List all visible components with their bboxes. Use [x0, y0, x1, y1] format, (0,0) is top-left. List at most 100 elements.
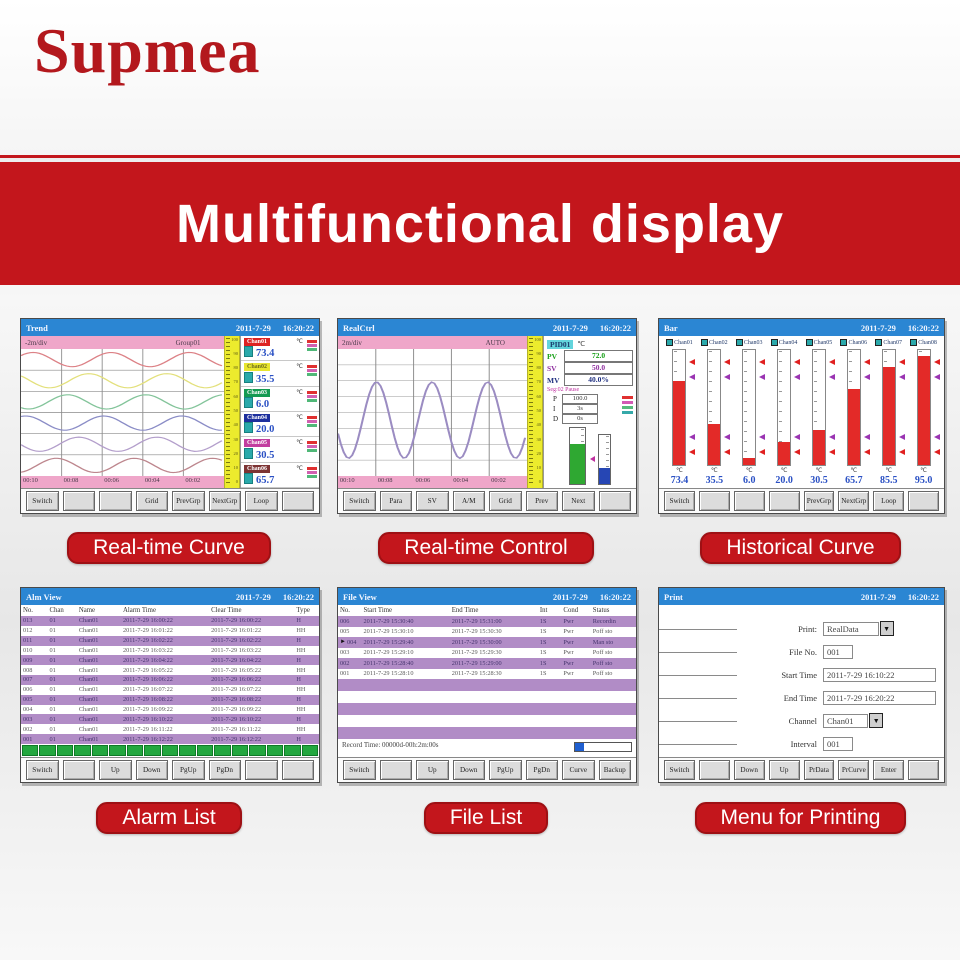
channel-unit: ℃	[296, 339, 303, 345]
print-button-switch[interactable]: Switch	[664, 760, 695, 780]
bar-channel-chan08: Chan08 ℃ 95.0	[906, 338, 941, 486]
loop-header: PID01 ℃	[547, 338, 633, 350]
print-field-end-time: End Time 2011-7-29 16:20:22	[659, 687, 944, 708]
bar-unit: ℃	[745, 468, 753, 474]
trend-button-loop[interactable]: Loop	[245, 491, 278, 511]
bar-button-prevgrp[interactable]: PrevGrp	[803, 491, 835, 511]
realctrl-button-prev[interactable]: Prev	[525, 491, 558, 511]
file-cell: 1S	[539, 659, 547, 667]
alarm-cell: 01	[49, 637, 56, 645]
alarm-cell: H	[296, 696, 301, 704]
realctrl-button-a-m[interactable]: A/M	[452, 491, 485, 511]
print-button-up[interactable]: Up	[768, 760, 800, 780]
files-button-pgup[interactable]: PgUp	[489, 760, 522, 780]
file-col-header: End Time	[451, 607, 479, 614]
files-button-up[interactable]: Up	[416, 760, 449, 780]
print-button-prdata[interactable]: PrData	[803, 760, 835, 780]
softkey-row: Switch Grid PrevGrp NextGrp Loop	[21, 488, 319, 513]
trend-button-grid[interactable]: Grid	[135, 491, 168, 511]
print-button-blank-1[interactable]	[698, 760, 730, 780]
files-button-backup[interactable]: Backup	[598, 760, 631, 780]
bar-fill	[847, 389, 860, 465]
realctrl-button-switch[interactable]: Switch	[343, 491, 376, 511]
pid-value[interactable]: 100.0	[562, 394, 598, 404]
alarm-mark-icon	[896, 434, 905, 441]
trend-button-blank-2[interactable]	[99, 491, 132, 511]
alarm-button-pgup[interactable]: PgUp	[172, 760, 205, 780]
field-value[interactable]: Chan01	[823, 713, 869, 728]
date: 2011-7-29	[860, 322, 896, 333]
files-button-curve[interactable]: Curve	[562, 760, 595, 780]
trend-button-blank-7[interactable]	[281, 491, 314, 511]
field-value[interactable]: 2011-7-29 16:10:22	[823, 667, 936, 682]
field-value[interactable]: 001	[823, 644, 853, 659]
print-button-prcurve[interactable]: PrCurve	[838, 760, 870, 780]
alarm-mini-bar	[307, 441, 317, 445]
bar-button-blank-1[interactable]	[698, 491, 730, 511]
pid-value[interactable]: 0s	[562, 414, 598, 424]
empty-stripe	[338, 715, 636, 727]
alarm-cell: 01	[49, 735, 56, 743]
bar-button-loop[interactable]: Loop	[873, 491, 905, 511]
file-cell: Pwr	[563, 617, 574, 625]
alarm-cell: Chan01	[78, 637, 99, 645]
dropdown-button[interactable]: ▼	[879, 621, 894, 636]
realctrl-button-next[interactable]: Next	[562, 491, 595, 511]
bar-channel-header: Chan01	[666, 338, 693, 347]
alarm-cell: H	[296, 735, 301, 743]
dropdown-button[interactable]: ▼	[869, 713, 884, 728]
alarm-mini-bar	[307, 474, 317, 478]
trend-button-switch[interactable]: Switch	[26, 491, 59, 511]
alarm-button-blank-6[interactable]	[245, 760, 278, 780]
alarm-button-switch[interactable]: Switch	[26, 760, 59, 780]
control-plot	[338, 349, 527, 476]
alarm-button-blank-1[interactable]	[62, 760, 95, 780]
time: 16:20:22	[282, 591, 314, 602]
print-button-down[interactable]: Down	[733, 760, 765, 780]
bar-button-nextgrp[interactable]: NextGrp	[838, 491, 870, 511]
channel-value: 73.4	[256, 348, 275, 360]
field-label: Channel	[788, 715, 817, 726]
trend-button-nextgrp[interactable]: NextGrp	[208, 491, 241, 511]
leader-line	[659, 651, 737, 653]
bar-button-blank-7[interactable]	[908, 491, 939, 511]
alarm-cell: 2011-7-29 16:07:22	[122, 686, 173, 694]
print-button-enter[interactable]: Enter	[873, 760, 905, 780]
files-button-down[interactable]: Down	[452, 760, 485, 780]
green-block	[74, 745, 91, 756]
green-block	[39, 745, 56, 756]
bar-button-blank-2[interactable]	[733, 491, 765, 511]
alarm-cell: 01	[49, 666, 56, 674]
pid-value[interactable]: 3s	[562, 404, 598, 414]
print-field-interval: Interval 001	[659, 733, 944, 754]
alarm-button-pgdn[interactable]: PgDn	[208, 760, 241, 780]
field-value[interactable]: 001	[823, 736, 853, 751]
trend-button-prevgrp[interactable]: PrevGrp	[172, 491, 205, 511]
alarm-button-up[interactable]: Up	[99, 760, 132, 780]
bar-button-blank-3[interactable]	[768, 491, 800, 511]
bar-button-switch[interactable]: Switch	[664, 491, 695, 511]
datetime: 2011-7-29 16:20:22	[224, 323, 314, 333]
file-row: 006 2011-7-29 15:30:40 2011-7-29 15:31:00 1…	[338, 616, 636, 627]
trend-button-blank-1[interactable]	[62, 491, 95, 511]
bar-channel-chan06: Chan06 ℃ 65.7	[836, 338, 871, 486]
green-block	[266, 745, 284, 756]
realctrl-button-sv[interactable]: SV	[416, 491, 449, 511]
scale-label: 50	[536, 407, 542, 413]
channel-probe-icon	[244, 422, 253, 434]
realctrl-button-grid[interactable]: Grid	[489, 491, 522, 511]
empty-stripe	[338, 727, 636, 739]
sv-value[interactable]: 50.0	[564, 362, 633, 374]
files-button-switch[interactable]: Switch	[343, 760, 376, 780]
files-button-pgdn[interactable]: PgDn	[525, 760, 558, 780]
realctrl-button-blank-7[interactable]	[598, 491, 631, 511]
bar-tube	[707, 349, 722, 466]
files-button-blank-1[interactable]	[379, 760, 412, 780]
alarm-button-down[interactable]: Down	[135, 760, 168, 780]
field-value[interactable]: 2011-7-29 16:20:22	[823, 690, 936, 705]
bar-tube-wrap	[906, 347, 941, 468]
field-value[interactable]: RealData	[823, 621, 879, 636]
alarm-button-blank-7[interactable]	[281, 760, 314, 780]
realctrl-button-para[interactable]: Para	[379, 491, 412, 511]
print-button-blank-7[interactable]	[908, 760, 939, 780]
